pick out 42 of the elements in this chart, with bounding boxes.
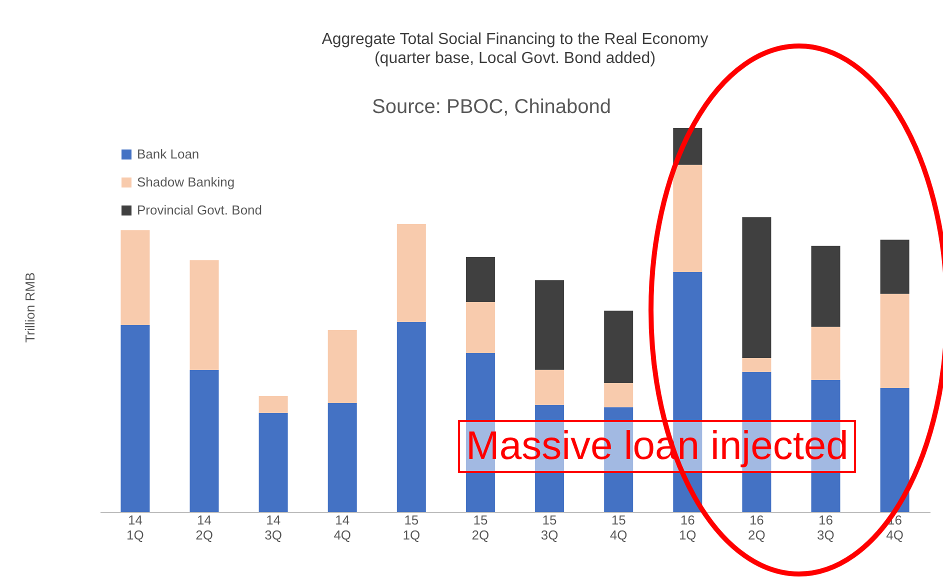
x-tick-label: 16 2Q (748, 512, 766, 542)
x-tick-label: 15 1Q (402, 512, 420, 542)
bar (396, 224, 426, 322)
bar (190, 370, 219, 512)
bar (880, 240, 910, 294)
bar (880, 294, 910, 388)
bar (880, 388, 910, 512)
bar (742, 358, 772, 372)
bar (258, 412, 288, 512)
legend-label: Shadow Banking (137, 174, 235, 190)
chart-title: Aggregate Total Social Financing to the Real Economy (322, 31, 708, 48)
bar (120, 230, 150, 325)
bar (535, 280, 564, 370)
legend-label: Provincial Govt. Bond (137, 202, 262, 218)
x-tick-label: 16 1Q (678, 512, 696, 542)
x-tick-label: 14 3Q (264, 512, 282, 542)
x-tick-label: 16 3Q (817, 512, 834, 542)
bar (258, 396, 288, 413)
bar (396, 322, 426, 512)
source-note: Source: PBOC, Chinabond (372, 96, 612, 119)
bar (604, 382, 634, 408)
bar (742, 217, 772, 358)
x-tick-label: 14 1Q (126, 512, 144, 542)
bar (535, 370, 564, 405)
bar (328, 402, 357, 512)
bar (466, 257, 495, 302)
bar (673, 164, 702, 272)
bar (811, 326, 840, 380)
legend-label: Bank Loan (137, 146, 200, 162)
bar (466, 302, 495, 354)
x-tick-label: 15 2Q (472, 512, 490, 542)
bar (328, 330, 357, 403)
y-axis-title: Trillion RMB (22, 271, 38, 345)
bar (190, 260, 219, 370)
x-tick-label: 15 4Q (610, 512, 628, 542)
x-tick-label: 14 2Q (196, 512, 213, 542)
bar (120, 324, 150, 512)
bar (811, 246, 840, 327)
x-tick-label: 15 3Q (540, 512, 558, 542)
bar (604, 310, 634, 383)
x-tick-label: 14 4Q (334, 512, 352, 542)
chart-subtitle: (quarter base, Local Govt. Bond added) (374, 50, 656, 67)
